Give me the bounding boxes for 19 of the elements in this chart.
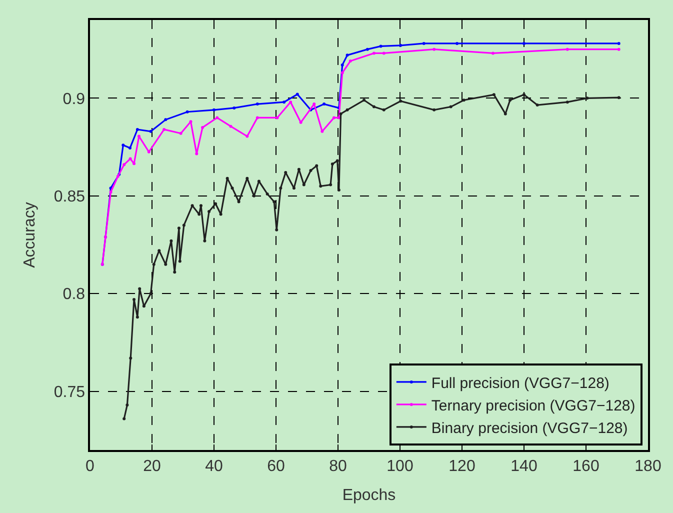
- y-tick-label: 0.8: [62, 286, 86, 304]
- x-tick-label: 100: [386, 458, 414, 475]
- x-tick-label: 80: [329, 458, 347, 475]
- y-tick-label: 0.85: [54, 188, 86, 206]
- x-tick-label: 180: [634, 458, 662, 475]
- x-tick-label: 40: [205, 458, 223, 475]
- x-tick-label: 20: [143, 458, 161, 475]
- legend-label: Ternary precision (VGG7−128): [431, 397, 636, 414]
- x-tick-label: 160: [572, 458, 600, 475]
- x-tick-label: 0: [86, 458, 95, 475]
- y-axis-title: Accuracy: [21, 202, 38, 268]
- y-tick-label: 0.75: [54, 384, 86, 401]
- y-tick-label: 0.9: [62, 90, 86, 108]
- legend-label: Binary precision (VGG7−128): [431, 420, 628, 437]
- x-tick-label: 60: [267, 458, 285, 475]
- x-tick-label: 140: [510, 458, 538, 475]
- legend-label: Full precision (VGG7−128): [431, 374, 610, 392]
- x-tick-label: 120: [448, 458, 476, 475]
- x-axis-title: Epochs: [342, 487, 396, 504]
